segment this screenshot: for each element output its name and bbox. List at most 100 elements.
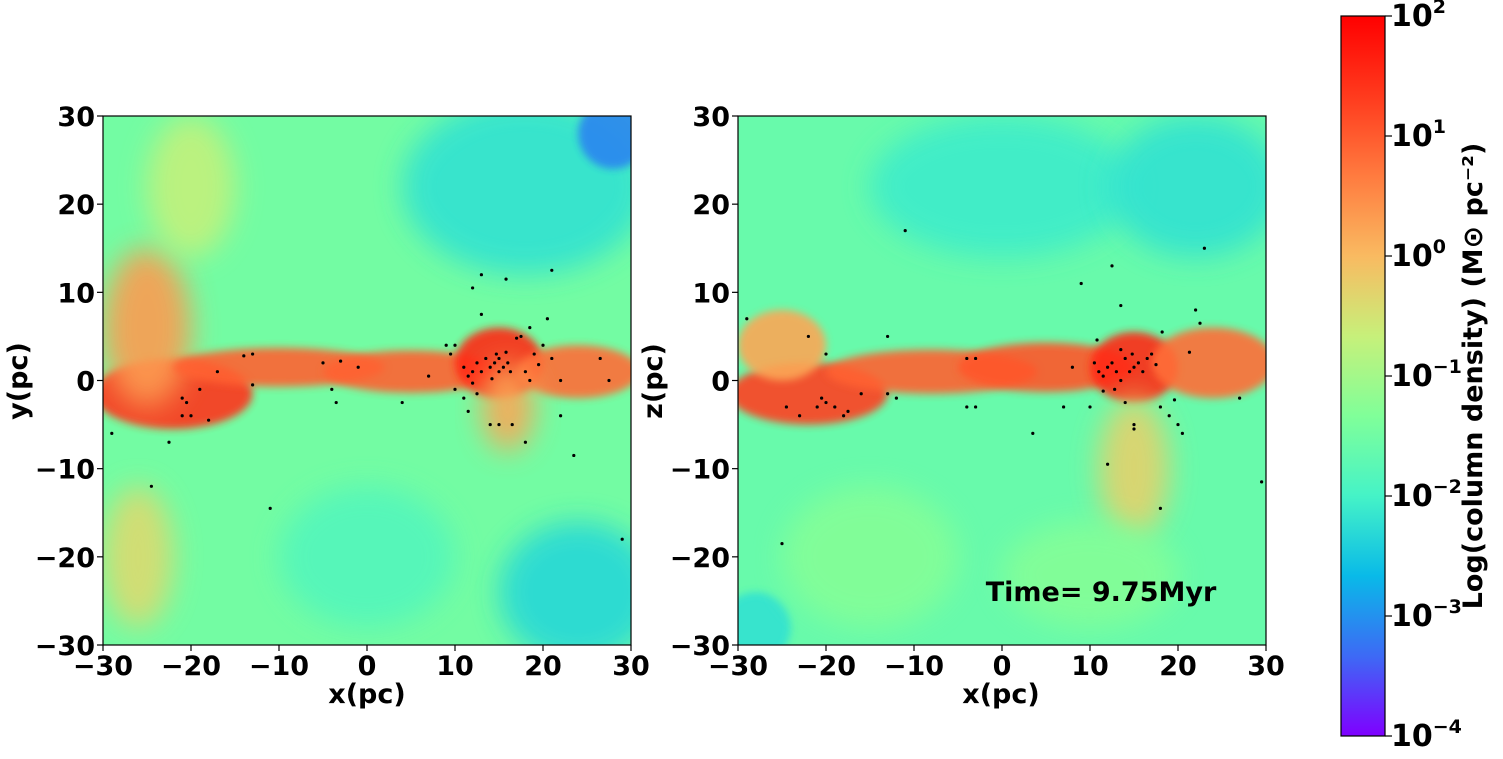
star-particle xyxy=(528,378,532,383)
star-particle xyxy=(1062,405,1066,409)
gas-structure xyxy=(738,592,791,645)
star-particle xyxy=(479,312,483,316)
star-particle xyxy=(1110,361,1114,365)
star-particle xyxy=(1167,414,1171,418)
star-particle xyxy=(356,365,360,369)
star-particle xyxy=(427,374,431,378)
star-particle xyxy=(550,356,554,361)
colorbar-ticks: 102 101 100 10−1 10−2 10−3 10−4 xyxy=(1385,0,1462,754)
y-tick-label: 20 xyxy=(57,190,95,221)
star-particle xyxy=(523,370,528,374)
star-particle xyxy=(506,361,510,365)
star-particle xyxy=(1158,405,1162,409)
panel-xz-star-particles xyxy=(745,229,1264,546)
star-particle xyxy=(488,365,492,369)
star-particle xyxy=(607,378,611,383)
x-tick-label: −30 xyxy=(73,651,133,682)
x-tick-label: 30 xyxy=(1247,651,1285,682)
star-particle xyxy=(251,383,255,387)
star-particle xyxy=(1132,365,1136,369)
star-particle xyxy=(1132,422,1136,427)
star-particle xyxy=(1132,427,1136,431)
panel-xz-gas-map xyxy=(738,116,1266,645)
star-particle xyxy=(859,392,863,396)
y-tick-label: 0 xyxy=(711,367,730,398)
star-particle xyxy=(1123,356,1127,361)
star-particle xyxy=(339,359,343,363)
gas-structure xyxy=(147,116,235,258)
star-particle xyxy=(251,352,255,356)
gas-structure xyxy=(499,521,631,645)
star-particle xyxy=(1150,352,1154,356)
y-tick-label: 10 xyxy=(692,278,730,309)
star-particle xyxy=(1092,361,1096,365)
star-particle xyxy=(1031,431,1035,435)
star-particle xyxy=(798,414,802,418)
gas-structure xyxy=(1002,521,1178,628)
gas-structure xyxy=(1151,327,1266,399)
star-particle xyxy=(1180,431,1184,435)
gas-structure xyxy=(103,486,174,628)
gas-structure xyxy=(402,116,631,275)
star-particle xyxy=(494,352,498,356)
star-particle xyxy=(1160,330,1164,334)
star-particle xyxy=(149,484,153,488)
gas-structure xyxy=(870,116,1134,258)
colorbar-gradient xyxy=(1340,15,1386,737)
star-particle xyxy=(475,361,479,365)
star-particle xyxy=(846,409,850,413)
star-particle xyxy=(215,370,219,374)
star-particle xyxy=(806,334,811,339)
panel-xy-y-axis-label: y(pc) xyxy=(3,342,34,420)
star-particle xyxy=(167,440,171,444)
star-particle xyxy=(462,396,466,400)
star-particle xyxy=(1260,480,1264,484)
colorbar-tick-label: 102 xyxy=(1391,0,1446,34)
star-particle xyxy=(501,365,505,369)
y-tick-label: −10 xyxy=(35,455,95,486)
colorbar-tick-label: 10−2 xyxy=(1391,476,1462,514)
panel-xy-y-ticks: −30 −20 −10 0 10 20 30 xyxy=(35,102,103,662)
star-particle xyxy=(488,422,492,427)
star-particle xyxy=(462,365,466,369)
star-particle xyxy=(466,374,470,378)
star-particle xyxy=(484,356,488,361)
star-particle xyxy=(974,405,978,409)
star-particle xyxy=(1106,462,1110,466)
x-tick-label: 30 xyxy=(612,651,650,682)
star-particle xyxy=(1119,378,1123,383)
star-particle xyxy=(784,405,789,409)
colorbar-tick-label: 10−4 xyxy=(1391,716,1462,754)
panel-xz-x-axis-label: x(pc) xyxy=(962,679,1039,710)
star-particle xyxy=(1101,374,1105,378)
y-tick-label: 30 xyxy=(692,102,730,133)
star-particle xyxy=(504,277,508,281)
star-particle xyxy=(886,334,890,339)
star-particle xyxy=(1106,365,1110,369)
star-particle xyxy=(572,453,576,458)
star-particle xyxy=(842,414,846,418)
x-tick-label: 0 xyxy=(993,651,1012,682)
star-particle xyxy=(745,317,749,321)
colorbar-label: Log(column density) (M⊙ pc⁻²) xyxy=(1458,143,1489,610)
star-particle xyxy=(1154,363,1158,367)
star-particle xyxy=(471,381,475,385)
star-particle xyxy=(528,326,532,330)
star-particle xyxy=(550,268,554,272)
star-particle xyxy=(974,356,978,361)
gas-structure xyxy=(103,248,191,407)
star-particle xyxy=(532,352,536,356)
x-tick-label: −10 xyxy=(884,651,944,682)
star-particle xyxy=(965,405,969,409)
gas-structure xyxy=(279,486,455,628)
star-particle xyxy=(598,356,602,361)
star-particle xyxy=(330,387,334,391)
star-particle xyxy=(1136,361,1140,365)
x-tick-label: −10 xyxy=(249,651,309,682)
star-particle xyxy=(1123,400,1127,405)
gas-structure xyxy=(1098,398,1170,540)
x-tick-label: −20 xyxy=(796,651,856,682)
star-particle xyxy=(1158,506,1162,510)
